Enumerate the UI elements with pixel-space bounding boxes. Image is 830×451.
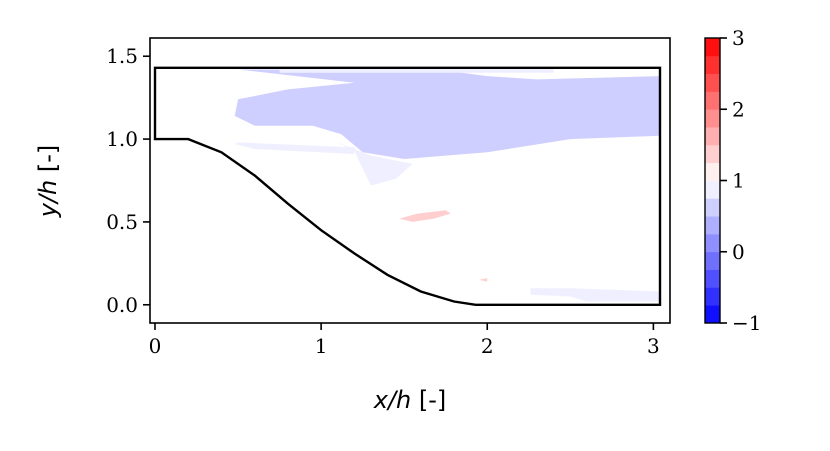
colorbar-band <box>705 162 720 181</box>
x-axis-label: x/h [-] <box>373 386 447 414</box>
domain-outline <box>153 66 662 306</box>
y-axis: 0.0 0.5 1.0 1.5 <box>106 44 150 317</box>
colorbar-tick-label: 1 <box>732 169 745 193</box>
colorbar-tick-label: 3 <box>732 26 745 50</box>
colorbar-band <box>705 287 720 306</box>
colorbar-band <box>705 216 720 235</box>
colorbar-band <box>705 127 720 146</box>
colorbar-tick-label: 2 <box>732 97 745 121</box>
colorbar-band <box>705 38 720 57</box>
colorbar-band <box>705 55 720 75</box>
colorbar-band <box>705 305 720 324</box>
colorbar-tick-label: −1 <box>732 311 761 335</box>
y-tick-label: 1.0 <box>106 127 138 151</box>
colorbar-band <box>705 180 720 199</box>
plot-frame <box>149 37 671 324</box>
colorbar-band <box>705 91 720 110</box>
colorbar: −1 0 1 2 3 <box>704 26 761 335</box>
x-tick-label: 0 <box>149 334 162 358</box>
colorbar-band <box>705 251 720 270</box>
contour-field <box>234 67 660 302</box>
field-region-upper-layer <box>234 69 660 159</box>
colorbar-band <box>705 109 720 128</box>
field-region-top-strip <box>279 67 554 73</box>
y-tick-label: 1.5 <box>106 44 138 68</box>
colorbar-tick-label: 0 <box>732 240 745 264</box>
x-tick-label: 1 <box>315 334 328 358</box>
colorbar-band <box>705 269 720 288</box>
x-tick-label: 2 <box>481 334 494 358</box>
colorbar-band <box>705 144 720 164</box>
colorbar-band <box>705 198 720 217</box>
y-axis-label: y/h [-] <box>34 145 62 219</box>
field-region-wall-patch-small <box>478 278 488 282</box>
x-tick-label: 3 <box>647 334 660 358</box>
y-tick-label: 0.0 <box>106 293 138 317</box>
field-region-shear-streak <box>234 142 355 154</box>
colorbar-band <box>705 73 720 92</box>
y-tick-label: 0.5 <box>106 210 138 234</box>
field-region-recirculation-band <box>337 142 413 186</box>
field-region-near-wall-band <box>530 288 660 302</box>
x-axis: 0 1 2 3 <box>149 323 660 358</box>
colorbar-band <box>705 233 720 253</box>
field-region-positive-patch <box>399 210 451 222</box>
